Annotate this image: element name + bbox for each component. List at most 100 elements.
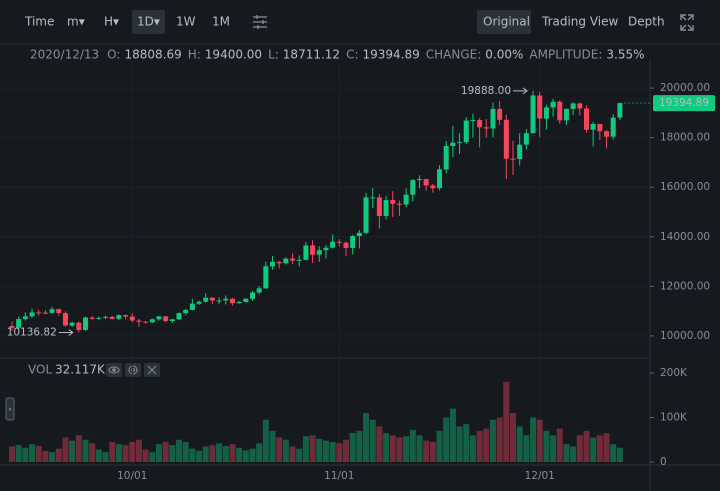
volume-bar: [503, 381, 510, 462]
volume-bar: [590, 437, 597, 462]
volume-bar: [510, 413, 516, 462]
vol-tick-label: 100K: [660, 412, 688, 424]
min-marker-label: 10136.82: [7, 327, 57, 339]
volume-bar: [296, 448, 303, 462]
volume-bar: [135, 439, 142, 462]
candle-body: [109, 316, 115, 319]
candle-body: [22, 316, 28, 320]
volume-bar: [249, 448, 256, 462]
volume-bar: [282, 439, 289, 462]
volume-bar: [403, 436, 410, 462]
candle-body: [36, 312, 42, 314]
candle-body: [563, 108, 569, 121]
candle-body: [350, 236, 356, 248]
volume-bar: [89, 443, 96, 462]
volume-bar: [256, 443, 263, 462]
volume-bar: [563, 444, 570, 462]
candle-body: [16, 319, 22, 328]
candle-body: [457, 142, 463, 144]
candle-body: [497, 108, 503, 120]
interval-button[interactable]: H▾: [104, 15, 119, 29]
view-button[interactable]: Depth: [628, 15, 665, 29]
volume-bar: [182, 441, 189, 462]
volume-bar: [262, 419, 269, 462]
volume-bar: [229, 444, 236, 462]
candle-body: [463, 120, 469, 143]
volume-bar: [62, 437, 69, 462]
vol-icons[interactable]: [106, 363, 160, 377]
candle-body: [56, 309, 62, 314]
volume-bar: [149, 452, 156, 462]
volume-bar: [222, 445, 229, 462]
volume-bar: [209, 445, 216, 462]
volume-bar: [129, 441, 136, 462]
candle-body: [316, 250, 322, 255]
candle-body: [530, 95, 536, 134]
candle-body: [363, 197, 369, 233]
candle-body: [229, 298, 235, 304]
candle-body: [176, 313, 182, 320]
candle-body: [303, 245, 309, 260]
candle-body: [617, 103, 623, 118]
candle-body: [169, 319, 175, 322]
view-button[interactable]: Trading View: [541, 15, 619, 29]
info-value: 3.55%: [606, 48, 644, 62]
candle-body: [249, 292, 255, 299]
candle-body: [296, 259, 302, 261]
volume-bar: [396, 437, 403, 462]
volume-bar: [496, 417, 503, 462]
volume-bar: [75, 435, 82, 462]
settings-icon[interactable]: [253, 15, 267, 29]
interval-button[interactable]: 1M: [212, 15, 230, 29]
volume-bar: [216, 443, 223, 462]
volume-bar: [309, 435, 316, 462]
volume-bar: [530, 417, 537, 462]
active-view-bg: [477, 10, 531, 34]
volume-bar: [29, 444, 36, 462]
volume-bar: [115, 444, 122, 462]
volume-bar: [423, 440, 430, 462]
candle-body: [276, 261, 282, 264]
candle-body: [143, 321, 149, 323]
candle-body: [430, 185, 436, 189]
candle-body: [517, 144, 523, 159]
volume-bar: [416, 435, 423, 462]
volume-bar: [42, 450, 49, 462]
info-value: 18711.12: [283, 48, 340, 62]
candle-body: [243, 298, 249, 302]
interval-button[interactable]: m▾: [67, 15, 85, 29]
interval-button[interactable]: 1D▾: [137, 15, 160, 29]
view-button[interactable]: Original: [483, 15, 530, 29]
volume-bar: [316, 438, 323, 462]
volume-bar: [616, 447, 623, 462]
candle-body: [310, 245, 316, 255]
candle-body: [283, 258, 289, 264]
volume-bar: [456, 426, 463, 462]
candle-body: [383, 200, 389, 216]
volume-bar: [536, 419, 543, 462]
info-key: L:: [268, 48, 279, 62]
candle-body: [116, 315, 122, 319]
fullscreen-icon[interactable]: [680, 14, 694, 31]
price-tick-label: 18000.00: [660, 132, 710, 144]
min-arrow-head: [68, 329, 74, 336]
x-tick-label: 12/01: [525, 470, 555, 482]
candle-body: [270, 261, 276, 267]
volume-bar: [22, 447, 29, 462]
x-tick-label: 11/01: [324, 470, 354, 482]
candle-body: [223, 298, 229, 301]
volume-bar: [449, 408, 456, 462]
candle-body: [163, 316, 169, 322]
info-value: 18808.69: [124, 48, 181, 62]
volume-bar: [383, 433, 390, 462]
candle-body: [503, 119, 509, 159]
candle-body: [396, 203, 402, 205]
interval-button[interactable]: Time: [24, 15, 54, 29]
volume-bar: [409, 429, 416, 462]
price-tick-label: 10000.00: [660, 330, 710, 342]
volume-bar: [523, 435, 530, 462]
candle-body: [236, 301, 242, 304]
side-handle[interactable]: [5, 397, 15, 421]
vol-tick-label: 200K: [660, 367, 688, 379]
interval-button[interactable]: 1W: [176, 15, 196, 29]
